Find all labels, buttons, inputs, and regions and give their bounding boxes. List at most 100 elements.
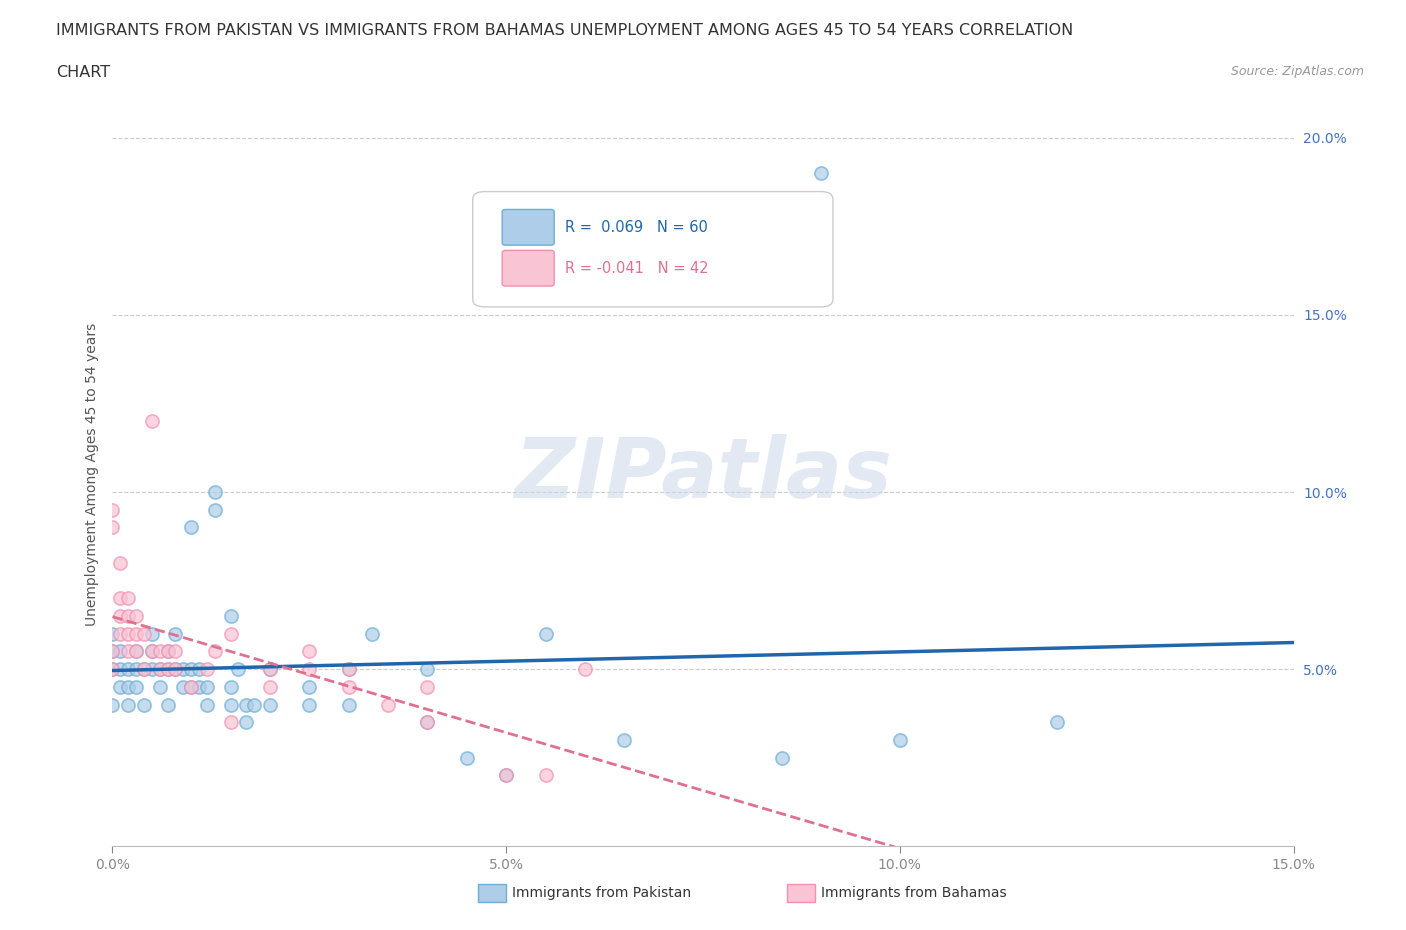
Point	[117, 591, 139, 605]
Point	[219, 626, 242, 641]
Point	[156, 662, 179, 677]
Text: Immigrants from Bahamas: Immigrants from Bahamas	[821, 885, 1007, 900]
Point	[298, 662, 321, 677]
Text: R =  0.069   N = 60: R = 0.069 N = 60	[565, 219, 707, 234]
Y-axis label: Unemployment Among Ages 45 to 54 years: Unemployment Among Ages 45 to 54 years	[84, 323, 98, 626]
Point	[132, 698, 155, 712]
Point	[195, 698, 218, 712]
Point	[125, 644, 148, 658]
Point	[337, 662, 360, 677]
Point	[219, 608, 242, 623]
Point	[101, 520, 124, 535]
Point	[117, 626, 139, 641]
Point	[110, 662, 132, 677]
Point	[219, 698, 242, 712]
Point	[235, 698, 257, 712]
Point	[495, 768, 517, 783]
Point	[337, 662, 360, 677]
Point	[132, 662, 155, 677]
Point	[172, 662, 194, 677]
Point	[534, 626, 557, 641]
Point	[149, 662, 172, 677]
Bar	[787, 884, 815, 902]
Point	[613, 733, 636, 748]
Point	[235, 715, 257, 730]
Point	[156, 698, 179, 712]
Point	[534, 768, 557, 783]
Point	[195, 680, 218, 695]
Point	[110, 555, 132, 570]
Point	[165, 662, 187, 677]
Point	[156, 644, 179, 658]
Point	[117, 608, 139, 623]
Point	[243, 698, 266, 712]
Text: IMMIGRANTS FROM PAKISTAN VS IMMIGRANTS FROM BAHAMAS UNEMPLOYMENT AMONG AGES 45 T: IMMIGRANTS FROM PAKISTAN VS IMMIGRANTS F…	[56, 23, 1074, 38]
Point	[337, 680, 360, 695]
Bar	[478, 884, 506, 902]
Point	[149, 644, 172, 658]
Point	[165, 644, 187, 658]
Point	[259, 698, 281, 712]
FancyBboxPatch shape	[502, 250, 554, 286]
Point	[889, 733, 911, 748]
Text: Immigrants from Pakistan: Immigrants from Pakistan	[512, 885, 690, 900]
Point	[298, 698, 321, 712]
Point	[219, 715, 242, 730]
Point	[377, 698, 399, 712]
Point	[165, 662, 187, 677]
Point	[132, 662, 155, 677]
Point	[110, 626, 132, 641]
Point	[156, 662, 179, 677]
Point	[259, 662, 281, 677]
Point	[298, 644, 321, 658]
Point	[141, 662, 163, 677]
Point	[495, 768, 517, 783]
Point	[101, 698, 124, 712]
Text: ZIPatlas: ZIPatlas	[515, 433, 891, 515]
Point	[125, 626, 148, 641]
Point	[195, 662, 218, 677]
Point	[156, 644, 179, 658]
Point	[117, 662, 139, 677]
Point	[172, 680, 194, 695]
Point	[574, 662, 596, 677]
Point	[361, 626, 384, 641]
Point	[204, 502, 226, 517]
Point	[188, 680, 211, 695]
Point	[180, 662, 202, 677]
Point	[149, 680, 172, 695]
Point	[1046, 715, 1069, 730]
Point	[259, 680, 281, 695]
Point	[101, 626, 124, 641]
Point	[110, 680, 132, 695]
Point	[416, 715, 439, 730]
Point	[141, 626, 163, 641]
Point	[180, 680, 202, 695]
Point	[204, 644, 226, 658]
Point	[180, 680, 202, 695]
Point	[298, 680, 321, 695]
FancyBboxPatch shape	[472, 192, 832, 307]
Point	[141, 414, 163, 429]
Point	[110, 608, 132, 623]
Point	[101, 662, 124, 677]
Point	[101, 502, 124, 517]
Point	[117, 680, 139, 695]
Point	[810, 166, 832, 180]
Text: R = -0.041   N = 42: R = -0.041 N = 42	[565, 260, 709, 275]
Point	[125, 608, 148, 623]
Point	[456, 751, 478, 765]
Text: CHART: CHART	[56, 65, 110, 80]
Point	[110, 644, 132, 658]
Point	[101, 644, 124, 658]
Point	[125, 662, 148, 677]
Point	[228, 662, 250, 677]
Point	[125, 680, 148, 695]
Point	[117, 644, 139, 658]
Point	[125, 644, 148, 658]
Point	[132, 626, 155, 641]
Point	[141, 644, 163, 658]
Point	[101, 662, 124, 677]
Point	[110, 591, 132, 605]
Point	[180, 520, 202, 535]
